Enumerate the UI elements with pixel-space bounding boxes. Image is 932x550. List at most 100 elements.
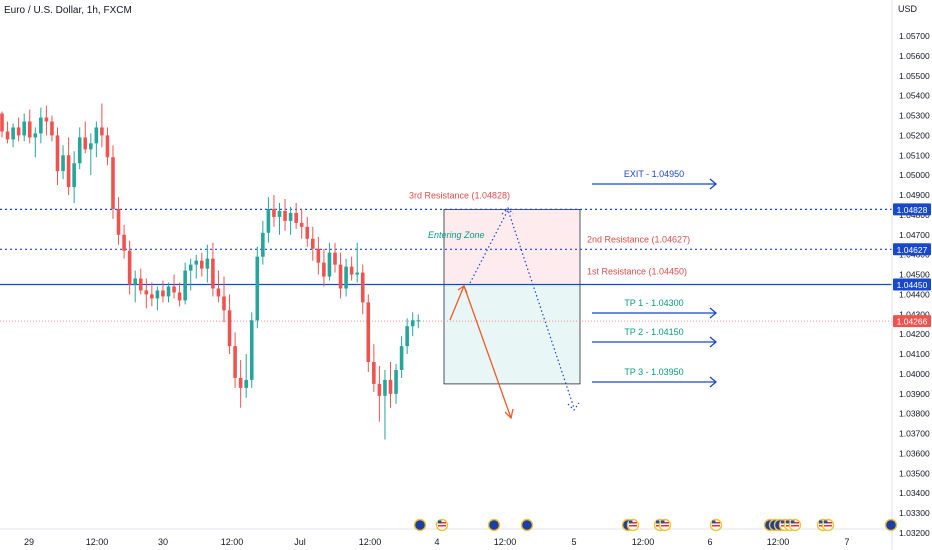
candle[interactable] (327, 242, 332, 281)
candle[interactable] (11, 123, 15, 148)
candle[interactable] (144, 278, 149, 309)
candle[interactable] (39, 107, 43, 144)
candle[interactable] (133, 270, 137, 303)
candle[interactable] (183, 262, 187, 305)
candle[interactable] (266, 197, 271, 243)
candle[interactable] (61, 145, 65, 180)
candle[interactable] (283, 199, 287, 231)
candle[interactable] (100, 103, 104, 148)
candle[interactable] (344, 258, 348, 297)
candle[interactable] (161, 280, 165, 303)
candle[interactable] (244, 354, 248, 398)
candle-body (183, 270, 187, 301)
event-flag-icon[interactable] (520, 518, 534, 532)
candle[interactable] (277, 202, 282, 235)
candle[interactable] (216, 270, 221, 303)
candle[interactable] (410, 312, 415, 337)
candle[interactable] (405, 318, 409, 355)
event-flag-icon[interactable] (884, 518, 898, 532)
candle[interactable] (44, 105, 49, 136)
candle[interactable] (399, 336, 404, 378)
candle[interactable] (94, 121, 99, 158)
candle[interactable] (138, 268, 143, 295)
candle[interactable] (360, 264, 365, 315)
event-flag-icon[interactable] (709, 518, 723, 532)
time-axis[interactable]: 29 12:00 30 12:00 Jul 12:00 4 12:00 5 12:00 6 12:00… (0, 528, 892, 547)
price-tick-label: 1.04200 (899, 329, 930, 339)
candle[interactable] (83, 121, 88, 154)
event-flag-icon[interactable] (816, 518, 835, 532)
candle[interactable] (255, 246, 260, 329)
candle[interactable] (311, 226, 315, 261)
candle[interactable] (172, 274, 176, 299)
candle[interactable] (55, 127, 60, 186)
candle[interactable] (322, 248, 326, 287)
candle[interactable] (27, 109, 32, 144)
candle[interactable] (377, 366, 382, 422)
candle[interactable] (249, 312, 254, 388)
candle[interactable] (200, 252, 204, 277)
candle[interactable] (127, 240, 132, 295)
candle[interactable] (316, 236, 321, 275)
price-axis[interactable]: USD 1.05700 1.05600 1.05500 1.05400 1.05300 1… (891, 0, 932, 550)
candle[interactable] (0, 111, 4, 138)
candle[interactable] (294, 202, 298, 229)
candle-body (261, 232, 265, 257)
candle[interactable] (188, 258, 193, 291)
candle[interactable] (205, 244, 210, 283)
candles[interactable] (0, 103, 421, 440)
candle[interactable] (333, 242, 337, 273)
candle[interactable] (372, 344, 376, 392)
candle[interactable] (150, 282, 154, 307)
candle[interactable] (122, 224, 126, 259)
event-flag-icon[interactable] (487, 518, 501, 532)
candle[interactable] (416, 314, 421, 329)
candle[interactable] (233, 332, 237, 388)
candle[interactable] (166, 282, 171, 303)
candle[interactable] (261, 220, 265, 265)
candle[interactable] (155, 286, 160, 311)
candle-body (377, 383, 382, 396)
candle[interactable] (272, 195, 276, 227)
candle[interactable] (177, 282, 182, 307)
candle[interactable] (16, 117, 21, 142)
event-flag-icon[interactable] (763, 518, 802, 532)
candle[interactable] (349, 256, 354, 281)
candle[interactable] (211, 242, 215, 297)
candle[interactable] (227, 294, 232, 355)
candle[interactable] (194, 254, 199, 279)
event-flag-icon[interactable] (653, 518, 672, 532)
time-tick-label: 12:00 (494, 537, 517, 547)
candle[interactable] (111, 145, 115, 219)
candle-body (11, 127, 15, 140)
candle[interactable] (66, 137, 71, 196)
us-flag-stripe (629, 522, 637, 524)
candle[interactable] (238, 360, 243, 408)
candle[interactable] (105, 127, 110, 166)
event-flag-icon[interactable] (621, 518, 640, 532)
candle[interactable] (338, 252, 343, 299)
candle[interactable] (5, 121, 10, 144)
candle[interactable] (116, 197, 121, 245)
candle[interactable] (355, 242, 359, 283)
candle[interactable] (33, 127, 38, 158)
candle[interactable] (288, 206, 293, 235)
candle[interactable] (89, 133, 93, 176)
candle[interactable] (22, 113, 26, 142)
candle[interactable] (394, 364, 398, 404)
candle[interactable] (305, 216, 310, 247)
candle-body (322, 262, 326, 277)
candle[interactable] (50, 115, 54, 142)
candle[interactable] (72, 151, 76, 203)
candle[interactable] (222, 276, 226, 323)
economic-events[interactable] (413, 518, 898, 532)
candle[interactable] (366, 294, 371, 372)
event-flag-icon[interactable] (413, 518, 427, 532)
candle[interactable] (383, 369, 387, 440)
event-flag-icon[interactable] (435, 518, 449, 532)
candle[interactable] (388, 362, 393, 408)
candle[interactable] (77, 127, 82, 170)
candle[interactable] (299, 208, 304, 239)
eu-flag-icon (520, 518, 534, 532)
